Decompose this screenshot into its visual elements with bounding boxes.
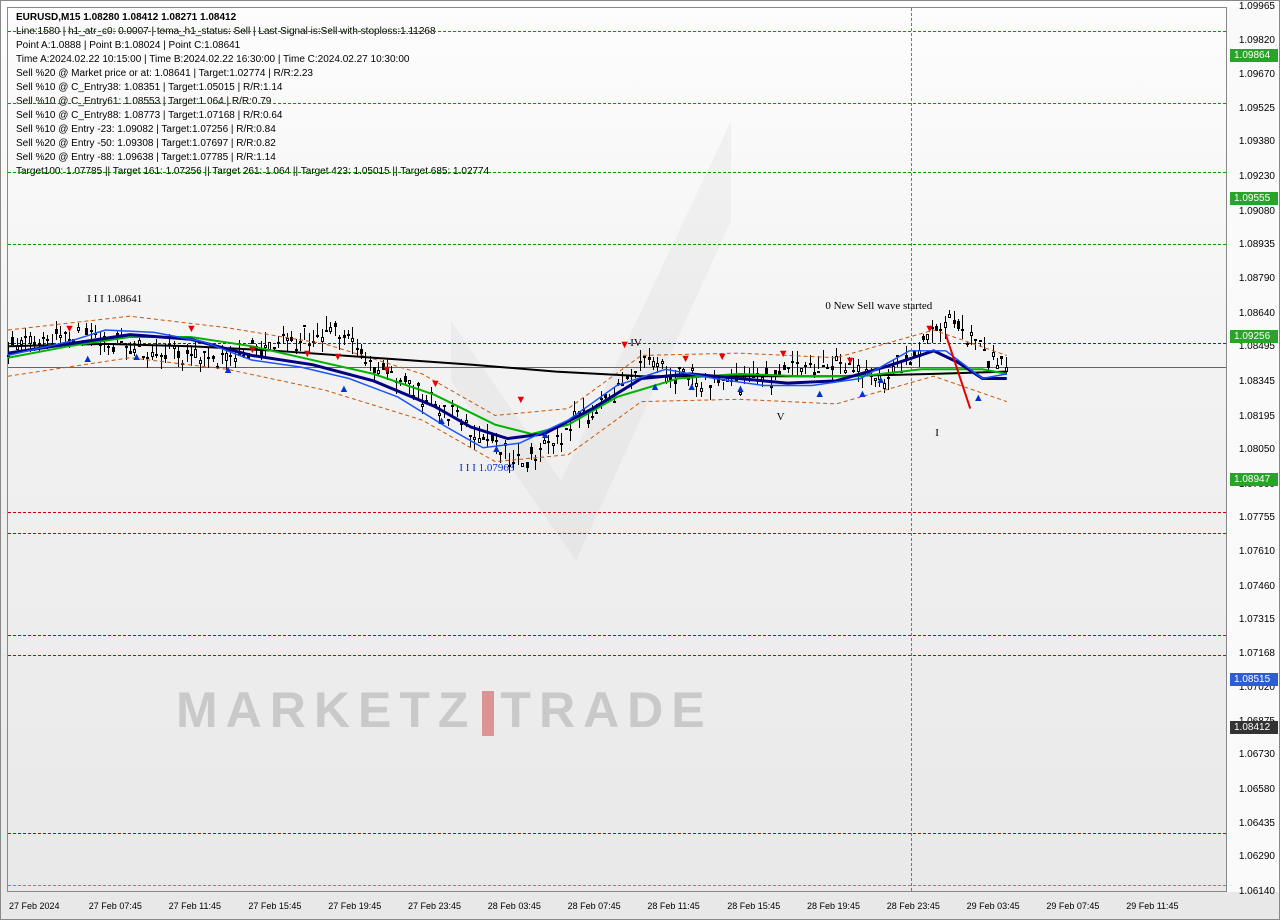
y-tick-label: 1.08050: [1239, 444, 1275, 455]
x-tick-label: 28 Feb 03:45: [488, 901, 541, 911]
x-tick-label: 27 Feb 19:45: [328, 901, 381, 911]
x-tick-label: 27 Feb 07:45: [89, 901, 142, 911]
wave-annotation: I I I 1.08641: [87, 293, 142, 305]
x-tick-label: 27 Feb 15:45: [248, 901, 301, 911]
x-tick-label: 28 Feb 23:45: [887, 901, 940, 911]
y-tick-label: 1.06435: [1239, 818, 1275, 829]
x-tick-label: 29 Feb 07:45: [1046, 901, 1099, 911]
price-badge: 1.09256: [1230, 330, 1278, 343]
y-tick-label: 1.08640: [1239, 308, 1275, 319]
y-tick-label: 1.07755: [1239, 512, 1275, 523]
y-tick-label: 1.08790: [1239, 273, 1275, 284]
x-tick-label: 28 Feb 15:45: [727, 901, 780, 911]
y-tick-label: 1.09230: [1239, 171, 1275, 182]
x-tick-label: 28 Feb 19:45: [807, 901, 860, 911]
wave-annotation: IV: [630, 337, 642, 349]
price-badge: 1.09864: [1230, 49, 1278, 62]
x-tick-label: 28 Feb 11:45: [647, 901, 699, 911]
wave-annotation: V: [777, 411, 785, 423]
y-tick-label: 1.09080: [1239, 206, 1275, 217]
x-tick-label: 27 Feb 11:45: [169, 901, 221, 911]
y-tick-label: 1.06140: [1239, 886, 1275, 897]
y-tick-label: 1.07315: [1239, 614, 1275, 625]
price-badge: 1.08947: [1230, 473, 1278, 486]
price-badge: 1.08515: [1230, 673, 1278, 686]
wave-annotation: I: [935, 427, 939, 439]
wave-annotation: 0 New Sell wave started: [825, 300, 932, 312]
x-tick-label: 28 Feb 07:45: [568, 901, 621, 911]
y-tick-label: 1.06290: [1239, 851, 1275, 862]
y-tick-label: 1.07168: [1239, 648, 1275, 659]
x-tick-label: 27 Feb 23:45: [408, 901, 461, 911]
x-axis: 27 Feb 2024 27 Feb 07:45 27 Feb 11:45 27 Fe…: [7, 895, 1227, 915]
chart-plot-area[interactable]: 1.098641.095551.092561.089471.085151.084…: [7, 7, 1227, 892]
y-tick-label: 1.09670: [1239, 69, 1275, 80]
y-tick-label: 1.06730: [1239, 749, 1275, 760]
x-tick-label: 27 Feb 2024: [9, 901, 60, 911]
y-tick-label: 1.08345: [1239, 376, 1275, 387]
price-badge: 1.09555: [1230, 192, 1278, 205]
y-tick-label: 1.06580: [1239, 784, 1275, 795]
y-axis: 1.099651.098201.096701.095251.093801.092…: [1227, 7, 1279, 892]
y-tick-label: 1.07610: [1239, 546, 1275, 557]
y-tick-label: 1.09380: [1239, 136, 1275, 147]
wave-annotation: I I I 1.07963: [459, 462, 514, 474]
y-tick-label: 1.08935: [1239, 239, 1275, 250]
y-tick-label: 1.08195: [1239, 411, 1275, 422]
price-badge: 1.08412: [1230, 721, 1278, 734]
chart-container: MARKETZTRADE 1.098641.095551.092561.0894…: [0, 0, 1280, 920]
y-tick-label: 1.09820: [1239, 35, 1275, 46]
wave-labels: I I I 1.08641 I I I 1.07963 IV V 0 New Sell …: [8, 8, 1226, 891]
x-tick-label: 29 Feb 11:45: [1126, 901, 1178, 911]
chart-title: EURUSD,M15 1.08280 1.08412 1.08271 1.084…: [16, 12, 236, 23]
y-tick-label: 1.09525: [1239, 103, 1275, 114]
x-tick-label: 29 Feb 03:45: [967, 901, 1020, 911]
y-tick-label: 1.09965: [1239, 1, 1275, 12]
y-tick-label: 1.07460: [1239, 581, 1275, 592]
